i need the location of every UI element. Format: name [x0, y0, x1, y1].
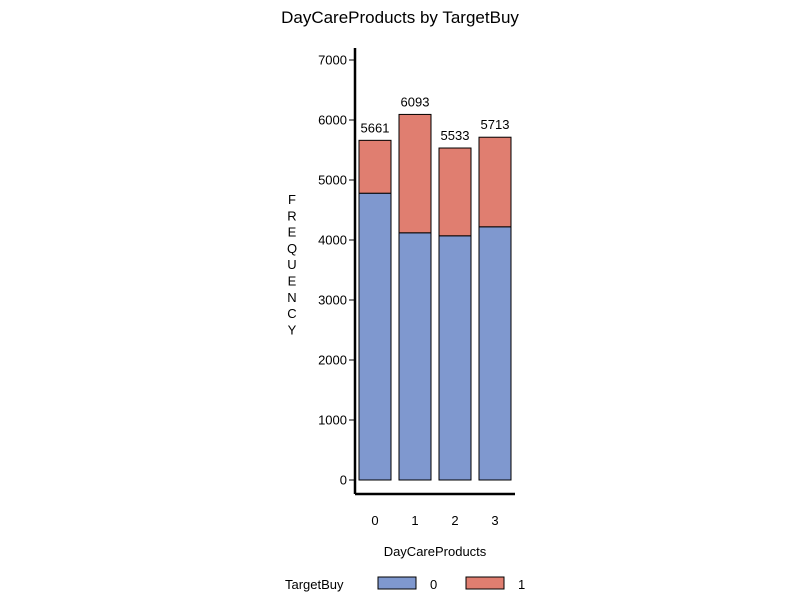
legend-swatch-0	[377, 576, 417, 590]
legend-swatch-1	[465, 576, 505, 590]
chart-title: DayCareProducts by TargetBuy	[281, 8, 519, 27]
bar-total-label: 5713	[481, 117, 510, 132]
bar-segment-2-series-1	[438, 147, 472, 237]
x-tick-label: 1	[411, 513, 418, 528]
bar-segment-1-series-1	[398, 113, 432, 234]
legend-title: TargetBuy	[285, 577, 344, 592]
bar-segment-3-series-0	[478, 226, 512, 481]
y-tick-label: 7000	[318, 53, 347, 68]
y-axis-label-letter: Q	[287, 241, 297, 256]
y-tick-label: 1000	[318, 413, 347, 428]
x-tick-label: 2	[451, 513, 458, 528]
plot-area: 0 1000 2000 3000 4000 5000 6000 7000 5661 0 6093 1 5…	[318, 48, 515, 528]
bar-total-label: 6093	[401, 94, 430, 109]
y-axis-label-letter: F	[288, 192, 296, 207]
x-axis-label: DayCareProducts	[384, 544, 487, 559]
bar-segment-0-series-0	[358, 192, 392, 481]
bar-total-label: 5661	[361, 120, 390, 135]
bar-segment-3-series-1	[478, 136, 512, 228]
y-tick-label: 0	[340, 473, 347, 488]
legend: TargetBuy 0 1	[285, 576, 525, 592]
y-tick-label: 2000	[318, 353, 347, 368]
y-axis-label-letter: Y	[288, 322, 297, 337]
y-axis-label-letter: N	[287, 290, 296, 305]
y-tick-label: 5000	[318, 173, 347, 188]
y-axis-label-letter: U	[287, 257, 296, 272]
y-axis-label-letter: C	[287, 306, 296, 321]
legend-label-1: 1	[518, 577, 525, 592]
x-tick-label: 3	[491, 513, 498, 528]
y-tick-label: 4000	[318, 233, 347, 248]
bar-segment-0-series-1	[358, 139, 392, 194]
y-tick-label: 6000	[318, 113, 347, 128]
y-tick-label: 3000	[318, 293, 347, 308]
x-tick-label: 0	[371, 513, 378, 528]
bar-total-label: 5533	[441, 128, 470, 143]
y-axis-label-letter: E	[288, 225, 297, 240]
legend-label-0: 0	[430, 577, 437, 592]
bar-segment-1-series-0	[398, 232, 432, 481]
y-axis-label-letter: R	[287, 208, 296, 223]
bar-segment-2-series-0	[438, 235, 472, 481]
y-axis-label-letter: E	[288, 274, 297, 289]
